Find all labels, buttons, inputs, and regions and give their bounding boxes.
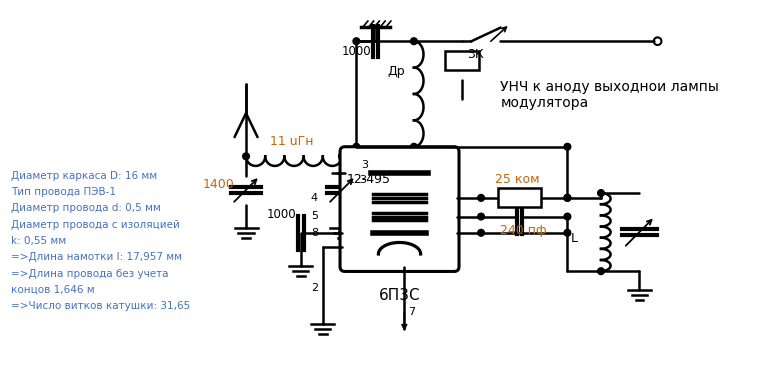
Circle shape — [477, 213, 484, 220]
Circle shape — [353, 153, 360, 160]
Text: 11 uГн: 11 uГн — [270, 135, 314, 148]
Text: L: L — [571, 232, 578, 245]
Circle shape — [597, 190, 604, 196]
Text: Диаметр провода d: 0,5 мм: Диаметр провода d: 0,5 мм — [11, 203, 161, 213]
Circle shape — [564, 213, 571, 220]
Circle shape — [411, 38, 417, 45]
Text: 3: 3 — [361, 160, 368, 170]
Text: 5: 5 — [311, 211, 318, 222]
Text: концов 1,646 м: концов 1,646 м — [11, 285, 95, 295]
Text: k: 0,55 мм: k: 0,55 мм — [11, 236, 66, 246]
Circle shape — [564, 195, 571, 201]
Circle shape — [353, 38, 360, 45]
Text: =>Длина намотки l: 17,957 мм: =>Длина намотки l: 17,957 мм — [11, 252, 182, 262]
Circle shape — [353, 143, 360, 150]
Text: 3К: 3К — [467, 48, 483, 62]
Text: Диаметр каркаса D: 16 мм: Диаметр каркаса D: 16 мм — [11, 171, 157, 181]
Text: Диаметр провода с изоляцией: Диаметр провода с изоляцией — [11, 220, 180, 230]
Circle shape — [411, 143, 417, 150]
Text: Тип провода ПЭВ-1: Тип провода ПЭВ-1 — [11, 187, 116, 197]
Text: Дp: Дp — [387, 65, 405, 78]
Text: =>Число витков катушки: 31,65: =>Число витков катушки: 31,65 — [11, 301, 190, 311]
Circle shape — [477, 195, 484, 201]
Circle shape — [564, 143, 571, 150]
Text: 1000: 1000 — [267, 209, 297, 221]
Circle shape — [477, 230, 484, 236]
Circle shape — [564, 230, 571, 236]
Text: 1400: 1400 — [203, 178, 235, 191]
Text: 1000: 1000 — [342, 45, 372, 58]
Circle shape — [597, 268, 604, 274]
FancyBboxPatch shape — [340, 147, 459, 272]
Text: 3: 3 — [360, 174, 366, 184]
Circle shape — [564, 195, 571, 201]
Circle shape — [339, 230, 345, 236]
Text: 25 ком: 25 ком — [496, 172, 540, 186]
Text: =>Длина провода без учета: =>Длина провода без учета — [11, 268, 168, 279]
Text: 2: 2 — [311, 283, 318, 292]
Text: 12-495: 12-495 — [347, 173, 391, 186]
Text: 6П3С: 6П3С — [379, 288, 420, 303]
Bar — [444, 51, 479, 70]
Text: 8: 8 — [311, 228, 318, 238]
Bar — [498, 188, 541, 207]
Text: УНЧ к аноду выходнои лампы
модулятора: УНЧ к аноду выходнои лампы модулятора — [500, 80, 719, 110]
Text: 7: 7 — [409, 307, 415, 316]
Text: 4: 4 — [311, 193, 318, 203]
Text: 240 пф: 240 пф — [500, 224, 547, 237]
Circle shape — [339, 153, 345, 160]
Circle shape — [243, 153, 249, 160]
